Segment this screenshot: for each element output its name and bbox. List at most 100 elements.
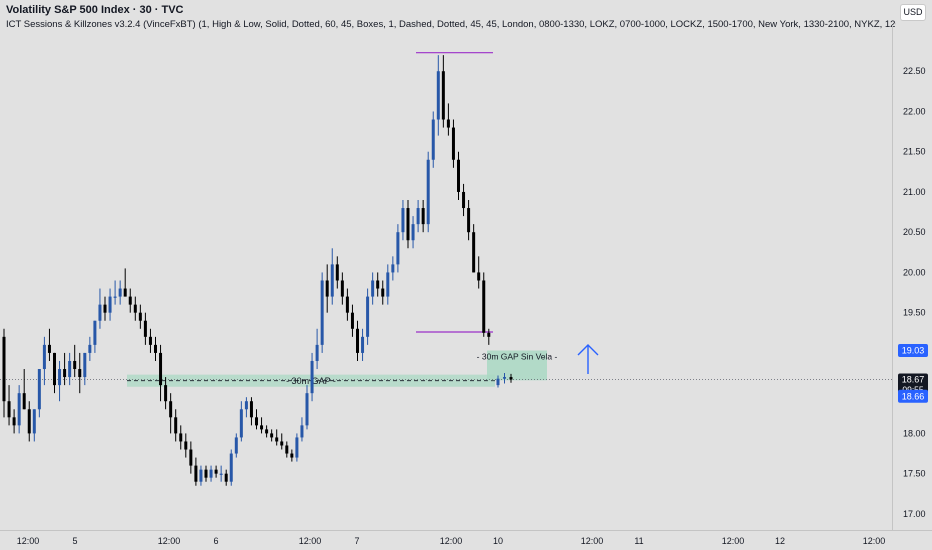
- candle-down: [22, 393, 26, 410]
- candle-down: [270, 433, 274, 438]
- candle-down: [451, 127, 455, 160]
- x-tick-label: 12:00: [863, 536, 886, 546]
- candle-down: [381, 288, 385, 297]
- candle-down: [280, 441, 284, 446]
- price-badge-lower: [898, 389, 928, 403]
- gap-sin-vela-box: [487, 350, 547, 381]
- candle-up: [244, 401, 248, 410]
- candle-down: [482, 280, 486, 333]
- candle-up: [366, 296, 370, 337]
- price-badge-upper-label: 19.03: [902, 346, 925, 356]
- candle-down: [204, 469, 208, 478]
- candle-up: [496, 378, 500, 386]
- candle-down: [184, 441, 188, 450]
- candle-up: [386, 272, 390, 297]
- candle-down: [164, 385, 168, 402]
- candle-down: [345, 296, 349, 313]
- candle-up: [209, 469, 213, 478]
- candle-down: [224, 473, 228, 482]
- candle-up: [17, 393, 21, 426]
- y-tick-label: 21.00: [903, 187, 926, 197]
- candle-down: [174, 417, 178, 434]
- x-tick-label: 12:00: [158, 536, 181, 546]
- candle-down: [47, 344, 51, 353]
- candle-down: [103, 304, 107, 313]
- candle-down: [73, 360, 77, 370]
- price-badge-countdown: 09:55: [902, 384, 924, 394]
- candle-down: [214, 469, 218, 474]
- candle-up: [431, 119, 435, 160]
- candle-down: [290, 453, 294, 458]
- candle-down: [53, 352, 56, 386]
- candle-up: [93, 320, 97, 345]
- candle-down: [148, 336, 152, 345]
- candle-up: [32, 409, 36, 434]
- candle-up: [416, 208, 420, 225]
- candle-down: [154, 344, 157, 353]
- candle-down: [467, 208, 471, 233]
- candle-down: [457, 159, 460, 192]
- candle-down: [285, 445, 289, 454]
- candle-up: [229, 453, 233, 482]
- candle-up: [199, 469, 203, 482]
- x-tick-label: 12:00: [722, 536, 745, 546]
- candle-down: [27, 409, 31, 434]
- candle-down: [441, 71, 445, 120]
- candle-up: [295, 437, 299, 458]
- candle-down: [421, 208, 425, 225]
- candle-down: [477, 272, 481, 281]
- x-tick-label: 5: [72, 536, 77, 546]
- candle-down: [376, 280, 380, 289]
- y-tick-label: 20.00: [903, 267, 926, 277]
- candle-up: [361, 336, 365, 353]
- candle-up: [37, 369, 41, 410]
- candle-down: [487, 332, 491, 337]
- x-tick-label: 12: [775, 536, 785, 546]
- candle-up: [503, 377, 506, 379]
- price-badge-last: [898, 373, 928, 395]
- candle-up: [113, 296, 117, 298]
- candle-down: [2, 336, 6, 402]
- candle-down: [509, 377, 513, 380]
- candle-up: [391, 264, 395, 273]
- price-badge-upper: [898, 344, 928, 358]
- indicator-legend[interactable]: ICT Sessions & Killzones v3.2.4 (VinceFx…: [6, 19, 896, 30]
- candle-up: [58, 369, 62, 386]
- y-tick-label: 21.50: [903, 147, 926, 157]
- candle-up: [300, 425, 304, 438]
- candle-up: [411, 224, 415, 241]
- candle-up: [108, 296, 112, 313]
- candle-up: [436, 71, 440, 120]
- candle-down: [325, 280, 329, 297]
- y-tick-label: 22.00: [903, 106, 926, 116]
- x-tick-label: 12:00: [299, 536, 322, 546]
- candle-down: [340, 280, 344, 297]
- x-tick-label: 12:00: [17, 536, 40, 546]
- candle-down: [462, 191, 466, 209]
- candle-down: [406, 208, 410, 241]
- candle-up: [42, 344, 46, 370]
- candle-up: [88, 344, 92, 353]
- candle-up: [330, 264, 334, 297]
- y-tick-label: 20.50: [903, 227, 926, 237]
- currency-button[interactable]: USD: [900, 4, 926, 21]
- candle-up: [401, 208, 405, 233]
- candle-down: [356, 328, 359, 353]
- up-arrow-head-icon: [577, 344, 599, 356]
- candle-down: [7, 401, 11, 418]
- candle-down: [249, 401, 253, 418]
- x-tick-label: 7: [354, 536, 359, 546]
- candle-down: [189, 449, 193, 466]
- candle-up: [234, 437, 238, 454]
- candle-up: [320, 280, 324, 345]
- candle-up: [305, 393, 309, 426]
- x-tick-label: 6: [213, 536, 218, 546]
- candle-down: [63, 369, 67, 378]
- candle-down: [143, 320, 147, 337]
- candle-up: [118, 288, 122, 297]
- candle-down: [138, 312, 142, 321]
- candle-down: [446, 119, 450, 128]
- candle-up: [239, 409, 243, 438]
- candle-down: [472, 232, 476, 273]
